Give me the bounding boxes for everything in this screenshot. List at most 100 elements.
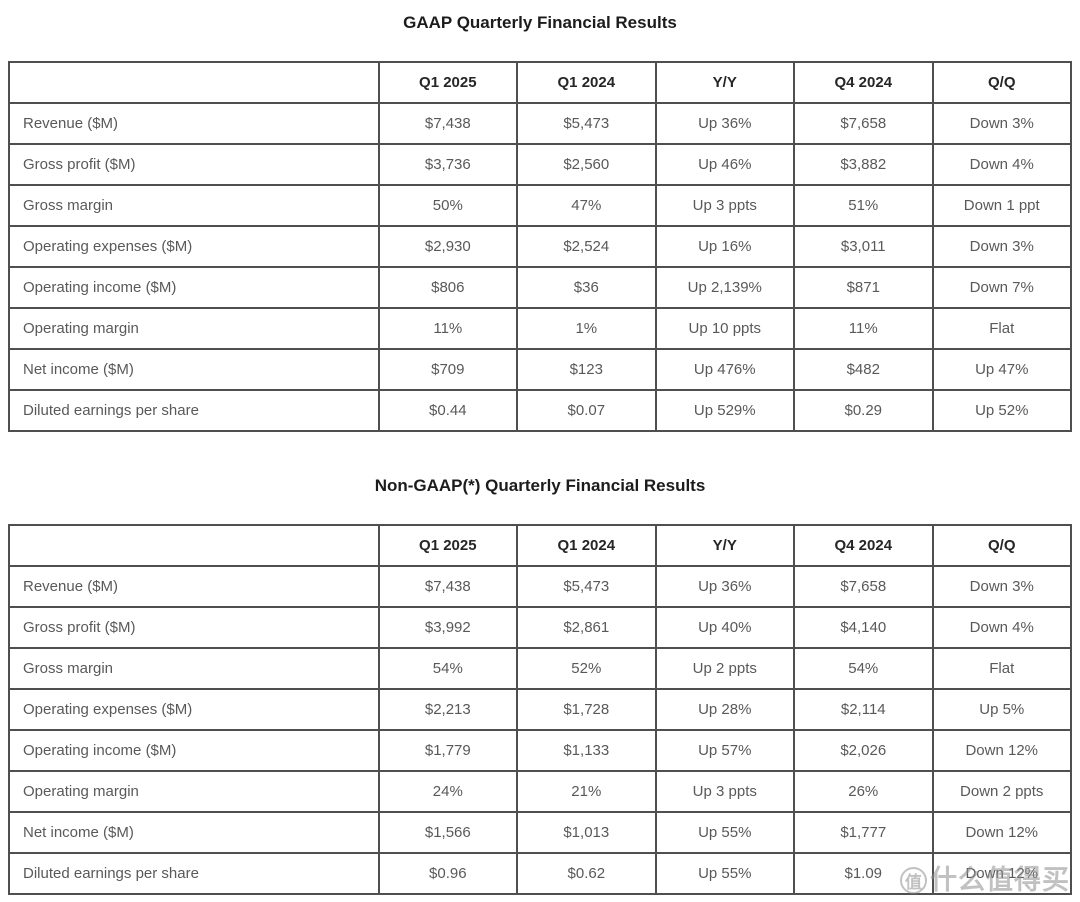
cell-value: Up 46%: [654, 143, 796, 186]
row-label: Diluted earnings per share: [8, 852, 380, 895]
cell-value: $5,473: [516, 102, 657, 145]
cell-value: Up 16%: [654, 225, 796, 268]
cell-value: $3,992: [377, 606, 519, 649]
row-label: Operating expenses ($M): [8, 225, 380, 268]
cell-value: $7,438: [377, 565, 519, 608]
row-label: Operating income ($M): [8, 266, 380, 309]
table-row: Operating expenses ($M) $2,213 $1,728 Up 28…: [8, 688, 1072, 731]
cell-value: Down 3%: [931, 225, 1072, 268]
nongaap-table-body: Revenue ($M) $7,438 $5,473 Up 36% $7,658 Down…: [8, 565, 1072, 895]
period-column-header: Q4 2024: [793, 61, 934, 104]
table-row: Operating margin 11% 1% Up 10 ppts 11% Flat: [8, 307, 1072, 350]
cell-value: Down 4%: [931, 143, 1072, 186]
cell-value: Down 2 ppts: [931, 770, 1072, 813]
cell-value: Up 3 ppts: [654, 184, 796, 227]
cell-value: Down 12%: [931, 811, 1072, 854]
cell-value: $3,882: [793, 143, 934, 186]
cell-value: $806: [377, 266, 519, 309]
cell-value: $1.09: [793, 852, 934, 895]
period-column-header: Q/Q: [931, 524, 1072, 567]
period-column-header: Q1 2025: [377, 61, 519, 104]
cell-value: Up 3 ppts: [654, 770, 796, 813]
cell-value: $1,728: [516, 688, 657, 731]
cell-value: Down 12%: [931, 729, 1072, 772]
row-label: Revenue ($M): [8, 102, 380, 145]
cell-value: $2,524: [516, 225, 657, 268]
cell-value: Up 476%: [654, 348, 796, 391]
cell-value: $2,026: [793, 729, 934, 772]
cell-value: 50%: [377, 184, 519, 227]
row-label: Revenue ($M): [8, 565, 380, 608]
cell-value: Up 5%: [931, 688, 1072, 731]
cell-value: $1,777: [793, 811, 934, 854]
cell-value: Up 2 ppts: [654, 647, 796, 690]
cell-value: 47%: [516, 184, 657, 227]
cell-value: $3,736: [377, 143, 519, 186]
cell-value: $0.44: [377, 389, 519, 432]
gaap-table-title: GAAP Quarterly Financial Results: [403, 13, 677, 32]
nongaap-table-title: Non-GAAP(*) Quarterly Financial Results: [374, 476, 706, 495]
cell-value: $871: [793, 266, 934, 309]
row-label: Operating expenses ($M): [8, 688, 380, 731]
gaap-results-table: Q1 2025 Q1 2024 Y/Y Q4 2024 Q/Q Revenue ($M)…: [8, 61, 1072, 432]
row-label: Net income ($M): [8, 811, 380, 854]
cell-value: Down 12%: [931, 852, 1072, 895]
cell-value: Up 10 ppts: [654, 307, 796, 350]
cell-value: Up 529%: [654, 389, 796, 432]
cell-value: Flat: [931, 647, 1072, 690]
cell-value: 11%: [793, 307, 934, 350]
cell-value: 54%: [377, 647, 519, 690]
period-column-header: Q1 2024: [516, 61, 657, 104]
cell-value: Up 55%: [654, 852, 796, 895]
cell-value: $709: [377, 348, 519, 391]
cell-value: 26%: [793, 770, 934, 813]
header-row: Q1 2025 Q1 2024 Y/Y Q4 2024 Q/Q: [8, 61, 1072, 104]
cell-value: Up 36%: [654, 102, 796, 145]
cell-value: $5,473: [516, 565, 657, 608]
cell-value: $1,779: [377, 729, 519, 772]
gaap-table-header: Q1 2025 Q1 2024 Y/Y Q4 2024 Q/Q: [8, 61, 1072, 104]
cell-value: $3,011: [793, 225, 934, 268]
table-row: Diluted earnings per share $0.44 $0.07 Up 5…: [8, 389, 1072, 432]
table-row: Revenue ($M) $7,438 $5,473 Up 36% $7,658 Down…: [8, 102, 1072, 145]
cell-value: 11%: [377, 307, 519, 350]
row-label: Operating margin: [8, 770, 380, 813]
cell-value: Down 4%: [931, 606, 1072, 649]
row-label: Net income ($M): [8, 348, 380, 391]
metric-column-header: [8, 524, 380, 567]
row-label: Operating margin: [8, 307, 380, 350]
cell-value: $0.07: [516, 389, 657, 432]
table-row: Gross margin 50% 47% Up 3 ppts 51% Down 1 ppt: [8, 184, 1072, 227]
table-row: Operating expenses ($M) $2,930 $2,524 Up 16…: [8, 225, 1072, 268]
cell-value: 21%: [516, 770, 657, 813]
table-row: Diluted earnings per share $0.96 $0.62 Up 5…: [8, 852, 1072, 895]
period-column-header: Y/Y: [654, 61, 796, 104]
cell-value: 51%: [793, 184, 934, 227]
metric-column-header: [8, 61, 380, 104]
cell-value: $7,658: [793, 102, 934, 145]
cell-value: 52%: [516, 647, 657, 690]
cell-value: $2,861: [516, 606, 657, 649]
cell-value: $2,213: [377, 688, 519, 731]
cell-value: $2,114: [793, 688, 934, 731]
row-label: Gross profit ($M): [8, 606, 380, 649]
gaap-results-section: GAAP Quarterly Financial Results Q1 2025…: [8, 0, 1072, 432]
nongaap-results-table: Q1 2025 Q1 2024 Y/Y Q4 2024 Q/Q Revenue ($M)…: [8, 524, 1072, 895]
table-row: Gross margin 54% 52% Up 2 ppts 54% Flat: [8, 647, 1072, 690]
period-column-header: Q1 2025: [377, 524, 519, 567]
gaap-table-body: Revenue ($M) $7,438 $5,473 Up 36% $7,658 Down…: [8, 102, 1072, 432]
cell-value: $0.62: [516, 852, 657, 895]
cell-value: $36: [516, 266, 657, 309]
table-row: Operating income ($M) $806 $36 Up 2,139% $87…: [8, 266, 1072, 309]
period-column-header: Q1 2024: [516, 524, 657, 567]
cell-value: Up 57%: [654, 729, 796, 772]
row-label: Gross profit ($M): [8, 143, 380, 186]
cell-value: Up 47%: [931, 348, 1072, 391]
cell-value: 1%: [516, 307, 657, 350]
cell-value: $123: [516, 348, 657, 391]
row-label: Operating income ($M): [8, 729, 380, 772]
cell-value: $2,930: [377, 225, 519, 268]
cell-value: 54%: [793, 647, 934, 690]
table-row: Net income ($M) $709 $123 Up 476% $482 Up 47%: [8, 348, 1072, 391]
